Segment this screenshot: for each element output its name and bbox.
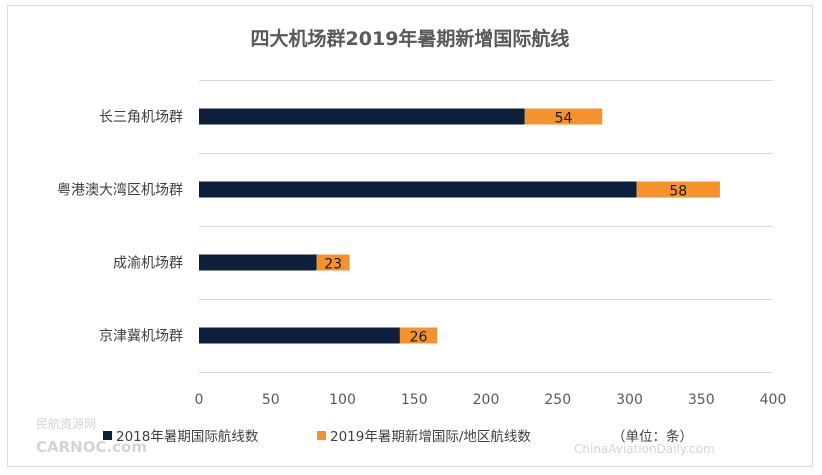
watermark-right: ChinaAviationDaily.com — [574, 442, 715, 456]
data-label: 54 — [555, 111, 573, 127]
x-tick-label: 100 — [329, 392, 356, 408]
category-label: 长三角机场群 — [99, 110, 183, 126]
bar-increment — [316, 254, 350, 271]
legend-label-2018: 2018年暑期国际航线数 — [116, 429, 259, 445]
legend: 2018年暑期国际航线数 2019年暑期新增国际/地区航线数 （单位：条） — [103, 428, 693, 445]
watermark-left-cn: 民航资源网 — [36, 416, 96, 431]
watermark: 民航资源网 CARNOC.com ChinaAviationDaily.com — [36, 416, 715, 456]
bars: 54 58 23 26 — [199, 108, 720, 346]
watermark-left-en: CARNOC.com — [36, 438, 147, 456]
bar-base — [199, 108, 525, 125]
bar-base — [199, 254, 317, 271]
legend-label-2019: 2019年暑期新增国际/地区航线数 — [330, 429, 531, 445]
legend-swatch-2019 — [317, 431, 326, 440]
category-label: 京津冀机场群 — [99, 329, 183, 345]
bar-increment — [524, 108, 603, 125]
data-label: 58 — [669, 184, 687, 200]
category-label: 粤港澳大湾区机场群 — [57, 182, 183, 199]
bar-base — [199, 327, 400, 344]
bar-increment — [399, 327, 438, 344]
bar-increment — [636, 181, 720, 198]
bar-base — [199, 181, 637, 198]
x-tick-label: 50 — [262, 392, 280, 408]
x-tick-label: 0 — [195, 392, 204, 408]
x-axis-ticks: 0 50 100 150 200 250 300 350 400 — [195, 392, 787, 408]
unit-note: （单位：条） — [612, 428, 693, 445]
x-tick-label: 350 — [688, 392, 715, 408]
data-label: 26 — [410, 330, 428, 346]
x-tick-label: 200 — [473, 392, 500, 408]
grid-lines — [199, 80, 773, 373]
data-label: 23 — [324, 257, 342, 273]
category-label: 成渝机场群 — [113, 256, 183, 272]
legend-swatch-2018 — [103, 431, 112, 440]
x-tick-label: 150 — [401, 392, 428, 408]
chart-title: 四大机场群2019年暑期新增国际航线 — [251, 27, 570, 50]
chart-frame — [7, 5, 813, 467]
x-tick-label: 300 — [616, 392, 643, 408]
x-tick-label: 250 — [544, 392, 571, 408]
x-tick-label: 400 — [760, 392, 787, 408]
